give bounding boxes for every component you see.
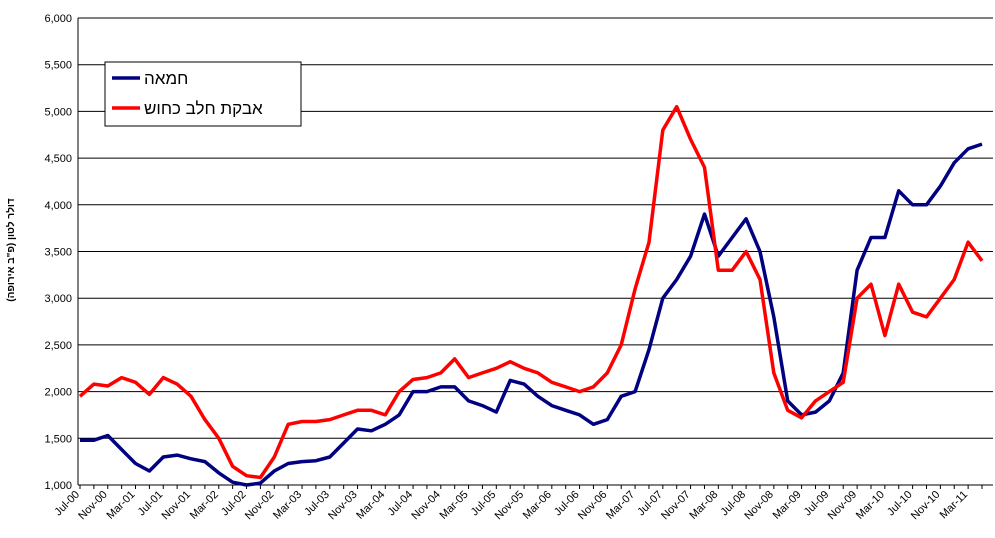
legend-box [104, 61, 302, 127]
y-tick-label: 2,000 [44, 387, 72, 399]
y-tick-label: 3,500 [44, 247, 72, 259]
y-tick-label: 5,500 [44, 60, 72, 72]
y-tick-label: 1,000 [44, 480, 72, 492]
y-tick-label: 3,000 [44, 293, 72, 305]
x-tick-label: Nov-08 [742, 489, 776, 523]
x-tick-label: Mar-01 [105, 489, 138, 522]
x-tick-label: Nov-05 [493, 489, 527, 523]
x-tick-label: Mar-05 [438, 489, 471, 522]
y-tick-label: 4,500 [44, 153, 72, 165]
x-tick-label: Mar-03 [271, 489, 304, 522]
y-tick-label: 1,500 [44, 433, 72, 445]
x-tick-label: Mar-04 [354, 489, 387, 522]
x-tick-label: Mar-08 [687, 489, 720, 522]
y-tick-label: 6,000 [44, 13, 72, 25]
y-tick-label: 5,000 [44, 106, 72, 118]
x-tick-label: Mar-09 [771, 489, 804, 522]
x-tick-label: Mar-02 [188, 489, 221, 522]
x-tick-label: Nov-00 [76, 489, 110, 523]
x-tick-label: Nov-10 [909, 489, 943, 523]
series-line [78, 104, 984, 480]
y-tick-label: 2,500 [44, 340, 72, 352]
x-tick-label: Nov-03 [326, 489, 360, 523]
x-tick-label: Mar-11 [938, 489, 971, 522]
y-tick-label: 4,000 [44, 200, 72, 212]
x-tick-label: Mar-06 [521, 489, 554, 522]
x-tick-label: Mar-10 [854, 489, 887, 522]
y-axis-label: דולר לטון (פ"ב אירופה) [5, 198, 17, 302]
series-line [80, 142, 983, 487]
x-tick-label: Nov-09 [826, 489, 860, 523]
x-tick-label: Nov-07 [659, 489, 693, 523]
x-tick-label: Nov-04 [409, 489, 443, 523]
x-tick-label: Nov-02 [243, 489, 277, 523]
x-tick-label: Nov-01 [160, 489, 194, 523]
x-tick-label: Nov-06 [576, 489, 610, 523]
legend-label: אבקת חלב כחוש [144, 99, 263, 118]
x-tick-label: Mar-07 [604, 489, 637, 522]
legend-label: חמאה [144, 69, 188, 88]
